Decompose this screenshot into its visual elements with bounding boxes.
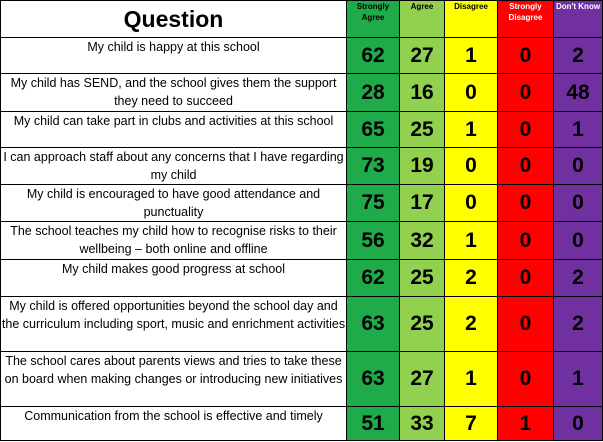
dont-know-value: 0 — [553, 184, 603, 222]
disagree-value: 7 — [444, 406, 498, 441]
agree-value: 16 — [399, 73, 445, 112]
dont-know-value: 48 — [553, 73, 603, 112]
strongly-agree-value: 62 — [346, 37, 400, 74]
agree-value: 32 — [399, 221, 445, 260]
disagree-value: 2 — [444, 296, 498, 352]
disagree-value: 1 — [444, 221, 498, 260]
table-row: I can approach staff about any concerns … — [0, 147, 603, 185]
dont-know-value: 1 — [553, 111, 603, 148]
header-row: Question Strongly Agree Agree Disagree S… — [0, 0, 603, 38]
table-row: My child has SEND, and the school gives … — [0, 73, 603, 112]
strongly-agree-value: 63 — [346, 351, 400, 407]
strongly-agree-value: 28 — [346, 73, 400, 112]
strongly-agree-value: 56 — [346, 221, 400, 260]
question-text: The school cares about parents views and… — [0, 351, 347, 407]
table-body: My child is happy at this school 62 27 1 0 2 M… — [0, 37, 603, 441]
strongly-agree-value: 73 — [346, 147, 400, 185]
dont-know-value: 0 — [553, 221, 603, 260]
disagree-value: 1 — [444, 111, 498, 148]
strongly-disagree-value: 0 — [497, 296, 554, 352]
strongly-agree-value: 62 — [346, 259, 400, 297]
strongly-disagree-value: 0 — [497, 221, 554, 260]
disagree-value: 0 — [444, 73, 498, 112]
table-row: My child is encouraged to have good atte… — [0, 184, 603, 222]
question-column-header: Question — [0, 0, 347, 38]
table-row: My child is offered opportunities beyond… — [0, 296, 603, 352]
agree-value: 17 — [399, 184, 445, 222]
strongly-agree-value: 51 — [346, 406, 400, 441]
dont-know-column-header: Don't Know — [553, 0, 603, 38]
question-text: My child has SEND, and the school gives … — [0, 73, 347, 112]
strongly-disagree-value: 0 — [497, 73, 554, 112]
question-text: My child can take part in clubs and acti… — [0, 111, 347, 148]
strongly-agree-value: 75 — [346, 184, 400, 222]
question-text: My child is encouraged to have good atte… — [0, 184, 347, 222]
table-row: My child can take part in clubs and acti… — [0, 111, 603, 148]
dont-know-value: 2 — [553, 37, 603, 74]
question-text: My child is happy at this school — [0, 37, 347, 74]
question-text: I can approach staff about any concerns … — [0, 147, 347, 185]
question-text: The school teaches my child how to recog… — [0, 221, 347, 260]
strongly-agree-value: 63 — [346, 296, 400, 352]
agree-value: 25 — [399, 111, 445, 148]
strongly-disagree-value: 0 — [497, 351, 554, 407]
dont-know-value: 1 — [553, 351, 603, 407]
dont-know-value: 0 — [553, 147, 603, 185]
disagree-value: 0 — [444, 147, 498, 185]
agree-value: 19 — [399, 147, 445, 185]
dont-know-value: 0 — [553, 406, 603, 441]
agree-value: 33 — [399, 406, 445, 441]
table-row: The school teaches my child how to recog… — [0, 221, 603, 260]
agree-value: 25 — [399, 296, 445, 352]
strongly-agree-column-header: Strongly Agree — [346, 0, 400, 38]
strongly-disagree-value: 1 — [497, 406, 554, 441]
disagree-value: 2 — [444, 259, 498, 297]
strongly-disagree-value: 0 — [497, 259, 554, 297]
question-text: Communication from the school is effecti… — [0, 406, 347, 441]
strongly-disagree-value: 0 — [497, 111, 554, 148]
agree-value: 25 — [399, 259, 445, 297]
table-row: The school cares about parents views and… — [0, 351, 603, 407]
agree-value: 27 — [399, 351, 445, 407]
agree-column-header: Agree — [399, 0, 445, 38]
table-row: Communication from the school is effecti… — [0, 406, 603, 441]
strongly-disagree-value: 0 — [497, 184, 554, 222]
table-row: My child makes good progress at school 62… — [0, 259, 603, 297]
disagree-value: 0 — [444, 184, 498, 222]
disagree-value: 1 — [444, 37, 498, 74]
strongly-disagree-column-header: Strongly Disagree — [497, 0, 554, 38]
table-row: My child is happy at this school 62 27 1 0 2 — [0, 37, 603, 74]
disagree-value: 1 — [444, 351, 498, 407]
strongly-disagree-value: 0 — [497, 147, 554, 185]
question-text: My child is offered opportunities beyond… — [0, 296, 347, 352]
disagree-column-header: Disagree — [444, 0, 498, 38]
dont-know-value: 2 — [553, 296, 603, 352]
strongly-disagree-value: 0 — [497, 37, 554, 74]
agree-value: 27 — [399, 37, 445, 74]
dont-know-value: 2 — [553, 259, 603, 297]
question-text: My child makes good progress at school — [0, 259, 347, 297]
strongly-agree-value: 65 — [346, 111, 400, 148]
